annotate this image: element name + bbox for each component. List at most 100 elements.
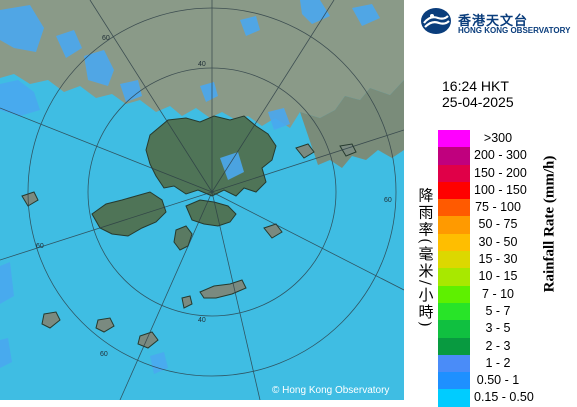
legend-swatch	[438, 337, 470, 355]
legend-row: 1 - 2	[438, 354, 518, 373]
legend-label: 2 - 3	[485, 338, 511, 353]
legend-row: 75 - 100	[438, 199, 521, 217]
ring-label: 60	[102, 35, 110, 42]
legend-swatch	[438, 285, 470, 303]
south-island-a	[41, 311, 61, 329]
legend-label: 30 - 50	[478, 234, 518, 249]
legend-label: 50 - 75	[478, 217, 518, 232]
legend-swatch	[438, 389, 470, 407]
radial-line	[211, 0, 335, 193]
legend-title-chinese: 降雨率(毫米/小時)	[416, 187, 435, 329]
legend-label: 0.15 - 0.50	[474, 390, 534, 405]
rain-echo	[84, 50, 114, 86]
legend-row: 0.50 - 1	[438, 372, 519, 390]
radar-time: 16:24 HKT	[442, 78, 509, 94]
radial-line	[0, 191, 213, 261]
legend-label: 3 - 5	[485, 321, 511, 336]
legend-row: 100 - 150	[438, 181, 527, 200]
legend-label: 5 - 7	[485, 303, 511, 318]
radial-line	[119, 191, 213, 400]
hong-kong-island	[185, 199, 237, 227]
logo-chinese-name: 香港天文台	[458, 14, 529, 29]
logo-english-name: HONG KONG OBSERVATORY	[458, 26, 571, 35]
legend-label: 100 - 150	[474, 182, 527, 197]
po-toi-islands	[181, 295, 193, 309]
radial-line	[211, 191, 404, 291]
legend-title-english: Rainfall Rate (mm/h)	[541, 155, 558, 293]
legend-swatch	[438, 233, 470, 252]
radar-map: 60 60 60 60 40 40 © Hong Kong Observator…	[0, 0, 404, 400]
ring-label: 40	[198, 317, 206, 324]
rain-echo	[268, 108, 290, 130]
rain-echo	[220, 152, 244, 180]
legend-row: 30 - 50	[438, 233, 518, 252]
west-island-a	[21, 191, 39, 207]
legend-swatch	[438, 164, 470, 182]
legend-row: 3 - 5	[438, 320, 518, 338]
new-territories-land	[145, 115, 277, 197]
range-rings	[0, 0, 404, 400]
legend-row: 200 - 300	[438, 147, 527, 165]
radar-map-graphic: 60 60 60 60 40 40	[0, 0, 404, 400]
rain-echo	[120, 80, 142, 102]
ring-label: 60	[100, 351, 108, 358]
legend-label: 200 - 300	[474, 148, 527, 163]
rain-echoes	[0, 0, 380, 374]
legend-swatch	[438, 147, 470, 165]
radial-line	[211, 191, 261, 400]
legend-swatch	[438, 251, 470, 269]
rain-echo	[150, 352, 168, 374]
legend-label: 10 - 15	[478, 269, 518, 284]
rain-echo	[352, 4, 380, 26]
rainfall-legend: >300 200 - 300 150 - 200 100 - 150 75 - 100 5…	[438, 130, 534, 407]
legend-row: >300	[438, 130, 518, 148]
legend-row: 7 - 10	[438, 285, 518, 303]
legend-row: 50 - 75	[438, 216, 518, 234]
ring-label: 40	[198, 61, 206, 68]
rain-echo	[0, 5, 44, 52]
legend-row: 5 - 7	[438, 302, 518, 321]
rain-echo	[56, 30, 82, 58]
hko-logo: 香港天文台 HONG KONG OBSERVATORY	[414, 6, 576, 36]
south-island-b	[95, 317, 115, 333]
radial-line	[0, 107, 213, 193]
rain-echo	[0, 80, 40, 116]
radial-line	[211, 129, 404, 193]
rain-echo	[0, 262, 14, 304]
legend-label: 7 - 10	[482, 286, 514, 301]
legend-swatch	[438, 199, 470, 217]
rain-echo	[0, 338, 12, 368]
ring-label: 60	[36, 243, 44, 250]
hko-logo-icon	[421, 8, 451, 34]
legend-row: 0.15 - 0.50	[438, 389, 534, 407]
ring-label: 60	[384, 197, 392, 204]
rain-echo	[240, 16, 260, 36]
legend-label: >300	[483, 131, 513, 145]
mainland-east	[300, 80, 404, 168]
legend-swatch	[438, 302, 470, 321]
legend-swatch	[438, 130, 470, 148]
legend-swatch	[438, 268, 470, 286]
copyright-notice: © Hong Kong Observatory	[272, 385, 390, 396]
soko-islands	[199, 279, 247, 299]
legend-swatch	[438, 320, 470, 338]
radial-line	[89, 0, 213, 193]
radar-date: 25-04-2025	[442, 94, 514, 110]
rain-echo	[200, 82, 218, 102]
legend-label: 15 - 30	[478, 252, 518, 267]
info-panel: 香港天文台 HONG KONG OBSERVATORY 16:24 HKT 25…	[404, 0, 577, 407]
legend-row: 15 - 30	[438, 251, 518, 269]
legend-label: 1 - 2	[485, 355, 511, 370]
east-island-a	[295, 143, 315, 159]
lantau-island	[91, 191, 167, 237]
legend-row: 2 - 3	[438, 337, 518, 355]
legend-label: 75 - 100	[475, 200, 521, 215]
legend-swatch	[438, 181, 470, 200]
legend-row: 150 - 200	[438, 164, 527, 182]
legend-swatch	[438, 216, 470, 234]
legend-label: 150 - 200	[474, 165, 527, 180]
west-island-b	[263, 223, 283, 239]
legend-swatch	[438, 372, 470, 390]
legend-row: 10 - 15	[438, 268, 518, 286]
legend-label: 0.50 - 1	[476, 373, 520, 388]
